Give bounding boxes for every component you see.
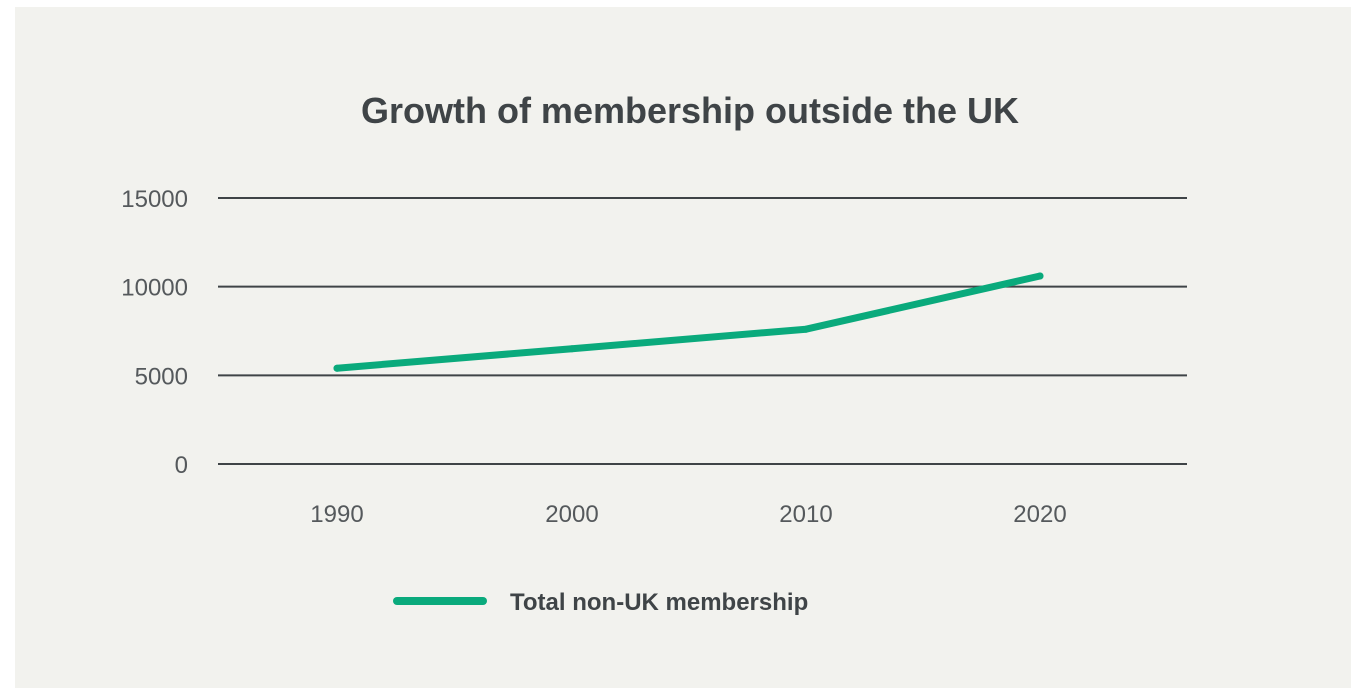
x-tick-label: 2020 [1013,501,1066,528]
series-lines [333,272,1044,372]
legend: Total non-UK membership [393,589,808,616]
legend-label: Total non-UK membership [510,589,808,616]
x-tick-label: 2000 [545,501,598,528]
y-tick-label: 15000 [121,186,188,213]
gridlines [218,197,1187,465]
data-point [802,325,810,333]
chart-panel [15,7,1351,688]
y-tick-label: 10000 [121,275,188,302]
x-axis-tick-labels: 1990 2000 2010 2020 [310,501,1066,528]
chart-title: Growth of membership outside the UK [360,90,1020,131]
y-tick-label: 5000 [135,363,188,390]
series-line [333,272,1044,372]
y-axis-tick-labels: 0 5000 10000 15000 [121,186,188,479]
data-point [568,345,576,353]
x-tick-label: 1990 [310,501,363,528]
x-tick-label: 2010 [779,501,832,528]
data-point [333,364,341,372]
data-point [1036,272,1044,280]
y-tick-label: 0 [175,452,188,479]
